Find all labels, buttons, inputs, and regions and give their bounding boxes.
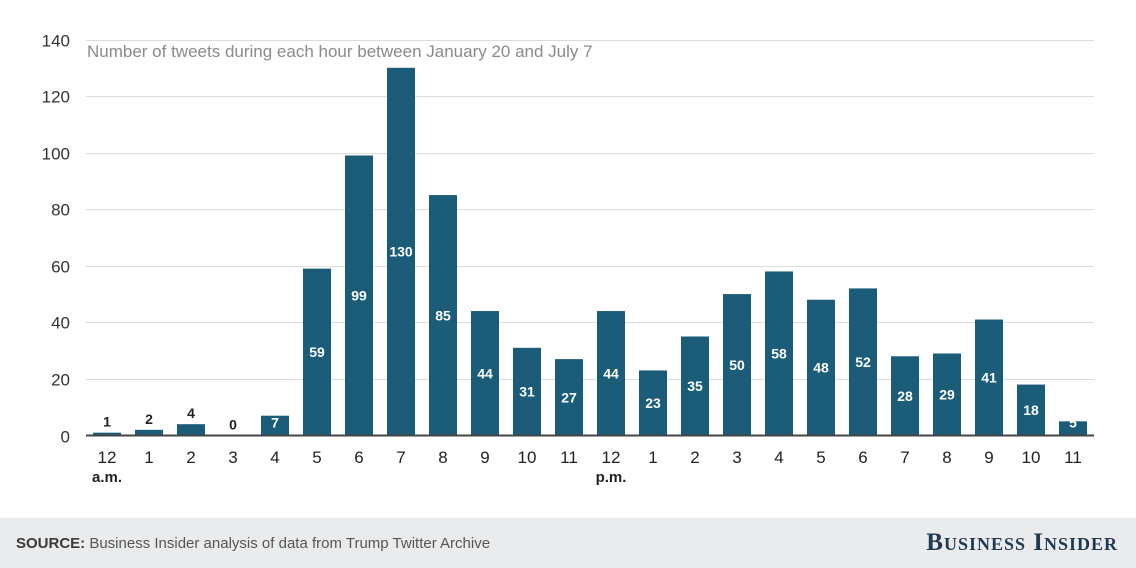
bar-value-label: 48 bbox=[813, 360, 829, 376]
x-tick-label: 10 bbox=[1022, 448, 1041, 467]
bar bbox=[135, 429, 163, 436]
bar bbox=[177, 424, 205, 436]
x-tick-label: 1 bbox=[144, 448, 153, 467]
bar bbox=[765, 271, 793, 436]
bar-value-label: 44 bbox=[477, 365, 493, 381]
y-tick-label: 120 bbox=[42, 88, 70, 107]
bar bbox=[345, 155, 373, 436]
bar bbox=[975, 319, 1003, 436]
x-tick-label: 12 bbox=[98, 448, 117, 467]
x-tick-label: 3 bbox=[732, 448, 741, 467]
bar-value-label: 5 bbox=[1069, 415, 1077, 431]
footer: SOURCE: Business Insider analysis of dat… bbox=[0, 518, 1136, 568]
x-tick-label: 8 bbox=[438, 448, 447, 467]
source-text: Business Insider analysis of data from T… bbox=[85, 535, 491, 552]
x-tick-label: 6 bbox=[354, 448, 363, 467]
x-tick-label: 11 bbox=[560, 448, 578, 467]
bar bbox=[1017, 384, 1045, 436]
x-tick-label: 2 bbox=[690, 448, 699, 467]
y-tick-label: 20 bbox=[51, 371, 70, 390]
x-tick-label: 6 bbox=[858, 448, 867, 467]
bar-value-label: 27 bbox=[561, 389, 577, 405]
bar bbox=[471, 311, 499, 436]
bar bbox=[93, 432, 121, 436]
bar bbox=[849, 288, 877, 436]
bar bbox=[597, 311, 625, 436]
x-tick-label: 2 bbox=[186, 448, 195, 467]
x-tick-label: 9 bbox=[984, 448, 993, 467]
bar-value-label: 7 bbox=[271, 415, 279, 431]
bar-value-label: 18 bbox=[1023, 402, 1039, 418]
x-tick-label: 8 bbox=[942, 448, 951, 467]
bar-value-labels: 1 2 4 0 7 59 99 130 85 44 31 27 44 23 35 50 58 48 52 28 29 41… bbox=[103, 244, 1077, 433]
x-tick-sublabel: p.m. bbox=[596, 469, 627, 486]
bar-value-label: 0 bbox=[229, 417, 237, 433]
source-label: SOURCE: bbox=[16, 535, 86, 552]
chart-title: Number of tweets during each hour betwee… bbox=[87, 42, 593, 61]
bar bbox=[1059, 421, 1087, 436]
bar bbox=[261, 415, 289, 436]
bar-value-label: 58 bbox=[771, 345, 787, 361]
x-tick-label: 9 bbox=[480, 448, 489, 467]
x-tick-label: 10 bbox=[518, 448, 537, 467]
bar-value-label: 50 bbox=[729, 357, 745, 373]
bar-value-label: 23 bbox=[645, 395, 661, 411]
bar-value-label: 35 bbox=[687, 378, 703, 394]
bar bbox=[513, 347, 541, 436]
bar bbox=[723, 294, 751, 436]
bar bbox=[891, 356, 919, 436]
bar bbox=[639, 370, 667, 436]
brand-logo: Business Insider bbox=[926, 529, 1118, 556]
y-axis-labels: 0 20 40 60 80 100 120 140 bbox=[42, 32, 70, 447]
bar bbox=[429, 195, 457, 436]
bar-value-label: 44 bbox=[603, 365, 619, 381]
bar-value-label: 31 bbox=[519, 384, 535, 400]
bar bbox=[303, 268, 331, 436]
x-tick-label: 12 bbox=[602, 448, 621, 467]
bar-value-label: 2 bbox=[145, 411, 153, 427]
y-tick-label: 100 bbox=[42, 145, 70, 164]
x-tick-label: 4 bbox=[774, 448, 783, 467]
x-tick-sublabel: a.m. bbox=[92, 469, 122, 486]
bar-value-label: 1 bbox=[103, 414, 111, 430]
bar-value-label: 4 bbox=[187, 405, 195, 421]
x-axis-labels: 12a.m.1 2 3 4 5 6 7 8 9 10 11 12p.m.1 2 3 4 5 6 7 8 9 10 11 bbox=[92, 448, 1082, 486]
bar-value-label: 130 bbox=[389, 244, 413, 260]
bar-value-label: 52 bbox=[855, 354, 871, 370]
x-tick-label: 5 bbox=[312, 448, 321, 467]
bars bbox=[93, 67, 1087, 436]
bar-value-label: 85 bbox=[435, 307, 451, 323]
bar bbox=[387, 67, 415, 436]
x-tick-label: 4 bbox=[270, 448, 279, 467]
bar bbox=[555, 359, 583, 436]
x-tick-label: 7 bbox=[900, 448, 909, 467]
y-tick-label: 60 bbox=[51, 258, 70, 277]
y-tick-label: 80 bbox=[51, 201, 70, 220]
bar bbox=[681, 336, 709, 436]
y-tick-label: 140 bbox=[42, 32, 70, 51]
x-tick-label: 5 bbox=[816, 448, 825, 467]
y-tick-label: 40 bbox=[51, 314, 70, 333]
source-note: SOURCE: Business Insider analysis of dat… bbox=[16, 535, 490, 552]
bar bbox=[933, 353, 961, 436]
bar-value-label: 28 bbox=[897, 388, 913, 404]
x-tick-label: 3 bbox=[228, 448, 237, 467]
bar-value-label: 41 bbox=[981, 370, 997, 386]
y-tick-label: 0 bbox=[61, 428, 70, 447]
bar-value-label: 59 bbox=[309, 344, 325, 360]
bar-value-label: 99 bbox=[351, 287, 367, 303]
x-tick-label: 11 bbox=[1064, 448, 1082, 467]
bar-value-label: 29 bbox=[939, 386, 955, 402]
grid-lines bbox=[86, 40, 1094, 380]
bar bbox=[807, 299, 835, 436]
x-tick-label: 1 bbox=[648, 448, 657, 467]
x-tick-label: 7 bbox=[396, 448, 405, 467]
